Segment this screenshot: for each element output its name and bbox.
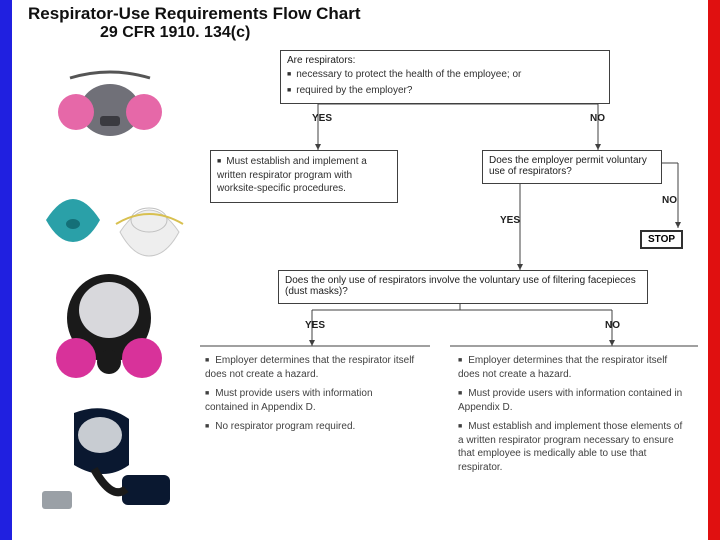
papr-unit [34, 405, 184, 515]
flowchart: Are respirators: necessary to protect th… [200, 50, 708, 540]
list-item: Must provide users with information cont… [458, 387, 690, 414]
list-item: Must establish and implement those eleme… [458, 420, 690, 474]
q1-bullet: required by the employer? [287, 84, 603, 98]
title-main: Respirator-Use Requirements Flow Chart [28, 4, 361, 24]
left-result-list: Employer determines that the respirator … [205, 354, 415, 440]
q1-bullet: necessary to protect the health of the e… [287, 68, 603, 82]
half-mask-pink-filters [50, 60, 170, 150]
list-item: Employer determines that the respirator … [205, 354, 415, 381]
a1-bullet: Must establish and implement a written r… [217, 155, 391, 196]
right-result-list: Employer determines that the respirator … [458, 354, 690, 480]
edge-q3-yes: YES [305, 320, 325, 331]
edge-q3-no: NO [605, 320, 620, 331]
q1-are-respirators: Are respirators: necessary to protect th… [280, 50, 610, 104]
edge-q2-no: NO [662, 195, 677, 206]
full-face-black [44, 270, 174, 390]
list-item: Employer determines that the respirator … [458, 354, 690, 381]
q2-lead: Does the employer permit voluntary use o… [489, 155, 655, 177]
right-border-bar [708, 0, 720, 540]
a1-written-program: Must establish and implement a written r… [210, 150, 398, 203]
edge-q1-yes: YES [312, 113, 332, 124]
page-title: Respirator-Use Requirements Flow Chart 2… [28, 4, 361, 42]
title-sub: 29 CFR 1910. 134(c) [100, 24, 361, 42]
q2-voluntary-permit: Does the employer permit voluntary use o… [482, 150, 662, 184]
edge-q1-no: NO [590, 113, 605, 124]
list-item: No respirator program required. [205, 420, 415, 434]
q3-lead: Does the only use of respirators involve… [285, 275, 641, 297]
q1-lead: Are respirators: [287, 55, 603, 66]
respirator-images-column [20, 60, 195, 530]
n95-white [112, 190, 187, 260]
left-border-bar [0, 0, 12, 540]
edge-q2-yes: YES [500, 215, 520, 226]
q3-dust-masks-only: Does the only use of respirators involve… [278, 270, 648, 304]
n95-teal [38, 180, 108, 245]
list-item: Must provide users with information cont… [205, 387, 415, 414]
stop-box: STOP [640, 230, 683, 249]
